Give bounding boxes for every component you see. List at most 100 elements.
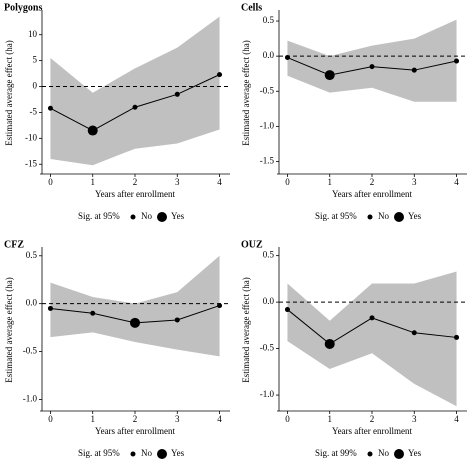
y-tick-label: -15	[25, 158, 37, 168]
legend-title: Sig. at 99%	[315, 448, 357, 458]
y-tick-label: 0.0	[26, 298, 38, 308]
point	[284, 55, 290, 61]
y-tick-label: -1.5	[260, 156, 275, 166]
point	[47, 105, 53, 111]
point	[132, 104, 138, 110]
point	[411, 330, 417, 336]
x-tick-label: 1	[90, 414, 95, 424]
y-tick-label: -1.0	[260, 120, 275, 130]
y-tick-label: 0	[33, 81, 38, 91]
y-tick-label: 0.0	[263, 50, 275, 60]
point	[369, 64, 375, 70]
legend-marker	[367, 214, 373, 220]
panel-title: CFZ	[4, 239, 24, 250]
y-axis-label: Estimated average effect (ha)	[4, 40, 14, 146]
legend-marker	[130, 214, 136, 220]
y-axis-label: Estimated average effect (ha)	[4, 277, 14, 383]
point	[324, 70, 335, 81]
point	[411, 67, 417, 73]
legend-marker	[394, 449, 404, 459]
x-axis-label: Years after enrollment	[95, 189, 176, 199]
legend-marker	[394, 212, 404, 222]
x-tick-label: 0	[285, 414, 290, 424]
y-tick-label: -10	[25, 132, 37, 142]
x-axis-label: Years after enrollment	[332, 426, 413, 436]
x-tick-label: 1	[327, 177, 332, 187]
x-tick-label: 2	[370, 177, 375, 187]
y-tick-label: -1.0	[23, 393, 38, 403]
y-tick-label: 10	[28, 29, 38, 39]
y-tick-label: 0.5	[26, 250, 38, 260]
point	[324, 338, 335, 349]
x-tick-label: 3	[175, 177, 180, 187]
panel: Cells -1.5 -1.0 -0.5 0.0 0.5 0 1 2 3 4 Years after …	[241, 2, 467, 222]
legend-title: Sig. at 95%	[315, 211, 357, 221]
y-tick-label: -0.5	[23, 346, 38, 356]
legend-label: Yes	[408, 448, 422, 458]
point	[454, 334, 460, 340]
y-tick-label: -5	[30, 106, 38, 116]
legend-label: No	[141, 211, 152, 221]
x-tick-label: 4	[454, 414, 459, 424]
x-tick-label: 3	[412, 177, 417, 187]
y-tick-label: 0.5	[263, 15, 275, 25]
legend-marker	[367, 451, 373, 457]
legend-label: Yes	[171, 211, 185, 221]
confidence-band	[50, 255, 220, 357]
confidence-band	[287, 271, 457, 407]
panel: CFZ -1.0 -0.5 0.0 0.5 0 1 2 3 4 Years after enroll…	[4, 239, 230, 459]
x-tick-label: 3	[412, 414, 417, 424]
x-tick-label: 0	[285, 177, 290, 187]
x-tick-label: 4	[454, 177, 459, 187]
panel: OUZ -1.0 -0.5 0.0 0.5 0 1 2 3 4 Years after enroll…	[241, 239, 467, 459]
point	[47, 305, 53, 311]
point	[454, 58, 460, 64]
point	[217, 303, 223, 309]
panel: Polygons -15 -10 -5 0 5 10 0 1 2 3 4 Years after enr…	[4, 2, 230, 222]
point	[217, 72, 223, 78]
y-tick-label: 0.0	[263, 296, 275, 306]
x-tick-label: 2	[133, 177, 138, 187]
x-tick-label: 1	[90, 177, 95, 187]
legend-title: Sig. at 95%	[78, 448, 120, 458]
legend-marker	[157, 449, 167, 459]
x-axis-label: Years after enrollment	[95, 426, 176, 436]
y-tick-label: -0.5	[260, 343, 275, 353]
x-tick-label: 3	[175, 414, 180, 424]
y-tick-label: 0.5	[263, 250, 275, 260]
y-tick-label: -0.5	[260, 85, 275, 95]
point	[174, 317, 180, 323]
point	[90, 310, 96, 316]
x-tick-label: 0	[48, 177, 53, 187]
confidence-band	[287, 19, 457, 102]
point	[284, 307, 290, 313]
x-tick-label: 1	[327, 414, 332, 424]
point	[174, 91, 180, 97]
x-tick-label: 4	[217, 414, 222, 424]
x-tick-label: 4	[217, 177, 222, 187]
y-tick-label: -1.0	[260, 389, 275, 399]
x-tick-label: 2	[370, 414, 375, 424]
legend-label: Yes	[408, 211, 422, 221]
legend-marker	[157, 212, 167, 222]
confidence-band	[50, 16, 220, 166]
panel-title: Cells	[241, 2, 262, 13]
point	[87, 125, 98, 136]
legend-label: No	[378, 448, 389, 458]
panel-title: OUZ	[241, 239, 263, 250]
legend-label: No	[378, 211, 389, 221]
x-tick-label: 2	[133, 414, 138, 424]
y-axis-label: Estimated average effect (ha)	[241, 40, 251, 146]
x-axis-label: Years after enrollment	[332, 189, 413, 199]
legend-label: No	[141, 448, 152, 458]
legend-label: Yes	[171, 448, 185, 458]
point	[130, 317, 140, 328]
point	[369, 315, 375, 321]
legend-marker	[130, 451, 136, 457]
y-tick-label: 5	[33, 55, 38, 65]
legend-title: Sig. at 95%	[78, 211, 120, 221]
y-axis-label: Estimated average effect (ha)	[241, 277, 251, 383]
x-tick-label: 0	[48, 414, 53, 424]
panel-title: Polygons	[4, 2, 42, 13]
